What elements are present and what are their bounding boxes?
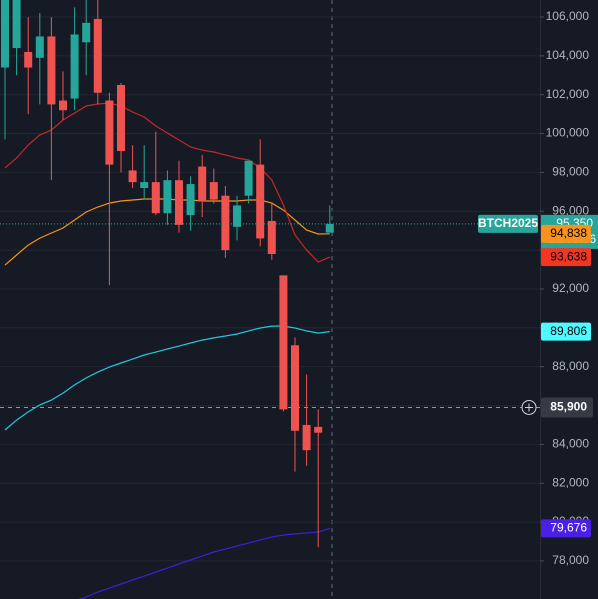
crosshair-label: 85,900 — [550, 400, 587, 414]
y-tick-label: 104,000 — [546, 48, 590, 62]
candle-body — [82, 22, 91, 43]
candle-body — [47, 36, 56, 105]
candle-body — [35, 36, 44, 58]
plot — [0, 0, 540, 599]
candle-body — [117, 84, 125, 152]
candle-body — [221, 195, 230, 251]
candle-body — [209, 182, 218, 200]
candle-body — [175, 180, 183, 225]
y-tick-label: 88,000 — [552, 359, 589, 373]
candle-body — [267, 220, 276, 254]
y-tick-label: 100,000 — [546, 126, 590, 140]
symbol-badge — [478, 214, 538, 233]
candle-body — [198, 166, 207, 202]
y-tick-label: 78,000 — [552, 553, 589, 567]
symbol-label: BTCH2025 — [478, 216, 538, 230]
candle-body — [325, 223, 334, 233]
candle-body — [186, 184, 195, 216]
candle-body — [59, 100, 67, 111]
candle-body — [314, 426, 323, 433]
y-tick-label: 98,000 — [552, 165, 589, 179]
price-badge — [541, 519, 591, 538]
moving-average-line — [4, 102, 331, 263]
price-badge-label: 79,676 — [550, 521, 587, 535]
candle-body — [291, 345, 299, 431]
price-badge-label: 93,638 — [550, 249, 587, 263]
candle-body — [93, 18, 102, 93]
price-badge-label: 94,838 — [550, 226, 587, 240]
candle-body — [105, 100, 114, 165]
candle-body — [279, 275, 288, 410]
crosshair-plus-icon — [525, 403, 533, 412]
candle-body — [1, 0, 9, 68]
moving-average-line — [4, 325, 330, 431]
y-tick-label: 82,000 — [552, 475, 589, 489]
candle-body — [140, 182, 149, 188]
price-badge — [541, 248, 591, 267]
crosshair-badge — [541, 397, 593, 418]
price-axis: 78,00080,00082,00084,00086,00088,00090,0… — [478, 9, 598, 567]
candle-body — [70, 34, 79, 99]
y-tick-label: 92,000 — [552, 281, 589, 295]
y-tick-label: 84,000 — [552, 437, 589, 451]
candle-body — [128, 170, 137, 183]
candle-body — [163, 180, 172, 214]
candle-body — [244, 160, 253, 196]
price-badge-label: 89,806 — [550, 324, 587, 338]
y-tick-label: 106,000 — [546, 9, 590, 23]
price-badge — [541, 224, 591, 243]
candle-body — [256, 164, 265, 239]
candle-body — [12, 0, 21, 49]
candle-body — [151, 182, 160, 214]
grid — [0, 16, 540, 562]
price-badge — [541, 322, 591, 341]
y-tick-label: 96,000 — [552, 203, 589, 217]
moving-average-line — [78, 527, 330, 599]
candle-body — [302, 424, 311, 451]
y-tick-label: 102,000 — [546, 87, 590, 101]
candle-body — [233, 205, 241, 227]
candle-body — [24, 51, 33, 68]
